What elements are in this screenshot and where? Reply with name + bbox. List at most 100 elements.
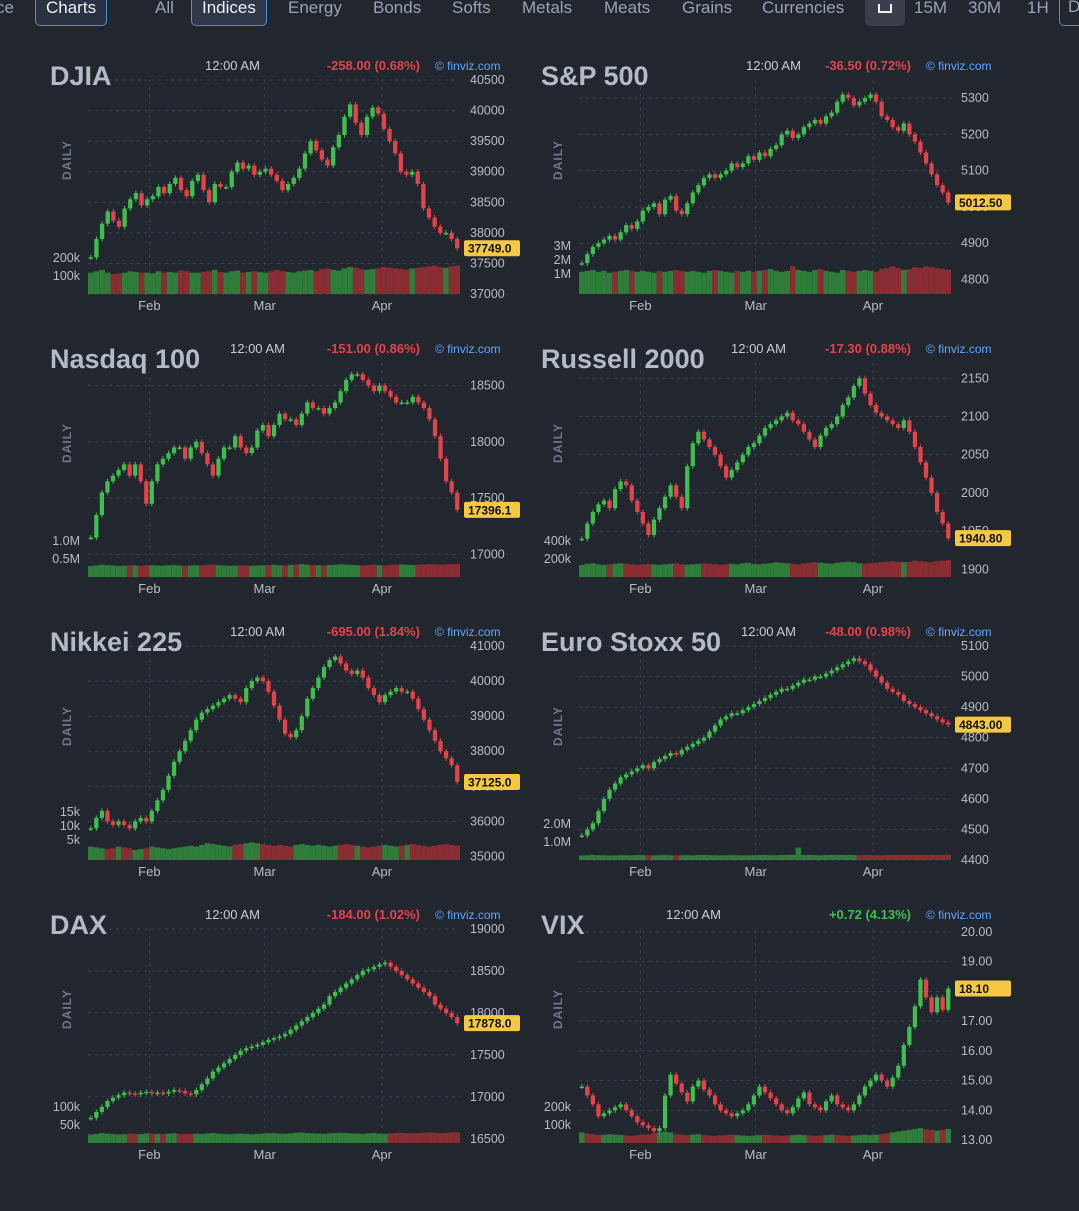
volume-bar xyxy=(243,843,250,860)
candle xyxy=(183,740,188,752)
volume-bar xyxy=(756,564,763,577)
tf-1h[interactable]: 1H xyxy=(1027,0,1049,17)
candle xyxy=(282,413,288,420)
chart-panel-dax[interactable]: DAX 12:00 AM -184.00 (1.02%) © finviz.com DA… xyxy=(40,901,520,1171)
candle xyxy=(138,1092,143,1095)
volume-bar xyxy=(426,266,432,294)
tab-meats[interactable]: Meats xyxy=(604,0,651,17)
candle xyxy=(746,707,751,711)
candle xyxy=(266,424,271,437)
candle xyxy=(635,768,640,772)
volume-bar xyxy=(337,1132,344,1143)
tab-indices[interactable]: Indices xyxy=(191,0,267,26)
candle xyxy=(288,1029,293,1034)
candle xyxy=(257,171,263,175)
y-tick-label: 39000 xyxy=(470,165,505,179)
tab-energy[interactable]: Energy xyxy=(288,0,342,17)
volume-bar xyxy=(628,564,635,577)
volume-bar xyxy=(690,1134,696,1143)
tab-charts[interactable]: Charts xyxy=(35,0,108,26)
chart-panel-nikkei-225[interactable]: Nikkei 225 12:00 AM -695.00 (1.84%) © finvi… xyxy=(40,618,520,888)
finviz-source-link[interactable]: © finviz.com xyxy=(435,908,501,922)
y-tick-label: 2050 xyxy=(961,448,989,462)
candle xyxy=(260,1042,266,1045)
last-price-label: 18.10 xyxy=(959,982,989,996)
chart-title: VIX xyxy=(541,910,585,940)
volume-bar xyxy=(762,269,768,294)
finviz-source-link[interactable]: © finviz.com xyxy=(926,59,992,73)
candle xyxy=(690,743,695,747)
volume-bar xyxy=(232,565,238,577)
tf-daily[interactable]: D xyxy=(1059,0,1079,26)
tab-partial-left[interactable]: ce xyxy=(0,0,14,17)
volume-bar xyxy=(315,844,322,860)
volume-bar xyxy=(387,845,394,860)
y-tick-label: 37000 xyxy=(470,287,505,301)
chart-panel-vix[interactable]: VIX 12:00 AM +0.72 (4.13%) © finviz.com DAIL… xyxy=(531,901,1011,1171)
volume-bar xyxy=(382,844,388,860)
candle xyxy=(388,391,393,397)
x-tick-label: Apr xyxy=(372,1147,393,1162)
tf-15m[interactable]: 15M xyxy=(914,0,948,17)
volume-bar xyxy=(773,270,779,294)
x-tick-label: Feb xyxy=(629,864,651,879)
finviz-source-link[interactable]: © finviz.com xyxy=(435,59,501,73)
candle xyxy=(150,196,155,200)
candle xyxy=(701,431,707,440)
tab-metals[interactable]: Metals xyxy=(522,0,573,17)
candle xyxy=(724,1110,729,1114)
volume-bar xyxy=(437,1133,444,1143)
x-tick-label: Mar xyxy=(254,1147,277,1162)
chart-change: -151.00 (0.86%) xyxy=(327,341,420,356)
candle xyxy=(305,1017,310,1022)
chart-panel-s-p-500[interactable]: S&P 500 12:00 AM -36.50 (0.72%) © finviz.co… xyxy=(531,52,1011,322)
tab-currencies[interactable]: Currencies xyxy=(762,0,845,17)
candle xyxy=(823,116,829,124)
finviz-source-link[interactable]: © finviz.com xyxy=(435,625,501,639)
volume-bar xyxy=(867,563,874,577)
tf-30m[interactable]: 30M xyxy=(968,0,1002,17)
chart-panel-nasdaq-100[interactable]: Nasdaq 100 12:00 AM -151.00 (0.86%) © finvi… xyxy=(40,335,520,605)
candle xyxy=(184,190,189,197)
finviz-source-link[interactable]: © finviz.com xyxy=(435,342,501,356)
tab-bonds[interactable]: Bonds xyxy=(373,0,422,17)
volume-bar xyxy=(161,272,167,294)
candle xyxy=(785,412,790,417)
chart-panel-djia[interactable]: DJIA 12:00 AM -258.00 (0.68%) © finviz.com D… xyxy=(40,52,520,322)
chart-panel-russell-2000[interactable]: Russell 2000 12:00 AM -17.30 (0.88%) © finv… xyxy=(531,335,1011,605)
volume-bar xyxy=(260,1133,266,1143)
candle xyxy=(188,730,193,741)
volume-bar xyxy=(448,1132,455,1143)
volume-bar xyxy=(606,1134,613,1143)
finviz-source-link[interactable]: © finviz.com xyxy=(926,625,992,639)
candle xyxy=(929,477,934,493)
volume-bar xyxy=(906,561,913,577)
timeframe-toggle-button[interactable] xyxy=(865,0,905,26)
candle xyxy=(862,378,868,394)
tab-grains[interactable]: Grains xyxy=(682,0,733,17)
x-tick-label: Mar xyxy=(745,298,768,313)
volume-bar xyxy=(293,1132,299,1143)
volume-bar xyxy=(313,271,320,294)
finviz-source-link[interactable]: © finviz.com xyxy=(926,342,992,356)
chart-panel-euro-stoxx-50[interactable]: Euro Stoxx 50 12:00 AM -48.00 (0.98%) © fin… xyxy=(531,618,1011,888)
grid xyxy=(579,929,951,1143)
volume-bar xyxy=(176,1133,183,1143)
candle xyxy=(455,765,460,782)
volume-bar xyxy=(454,563,460,577)
candle xyxy=(194,1090,199,1095)
candle xyxy=(918,447,923,463)
volume-bar xyxy=(287,846,294,860)
volume-bar xyxy=(341,268,348,294)
candle xyxy=(327,996,332,1005)
tab-all[interactable]: All xyxy=(155,0,174,17)
candle xyxy=(255,677,260,682)
y-tick-label: 13.00 xyxy=(961,1133,992,1147)
finviz-source-link[interactable]: © finviz.com xyxy=(926,908,992,922)
candle xyxy=(194,441,199,448)
y-tick-label: 5100 xyxy=(961,164,989,178)
volume-bar xyxy=(99,564,105,577)
tab-softs[interactable]: Softs xyxy=(452,0,491,17)
candle xyxy=(818,1107,823,1111)
volume-bar xyxy=(901,562,907,577)
